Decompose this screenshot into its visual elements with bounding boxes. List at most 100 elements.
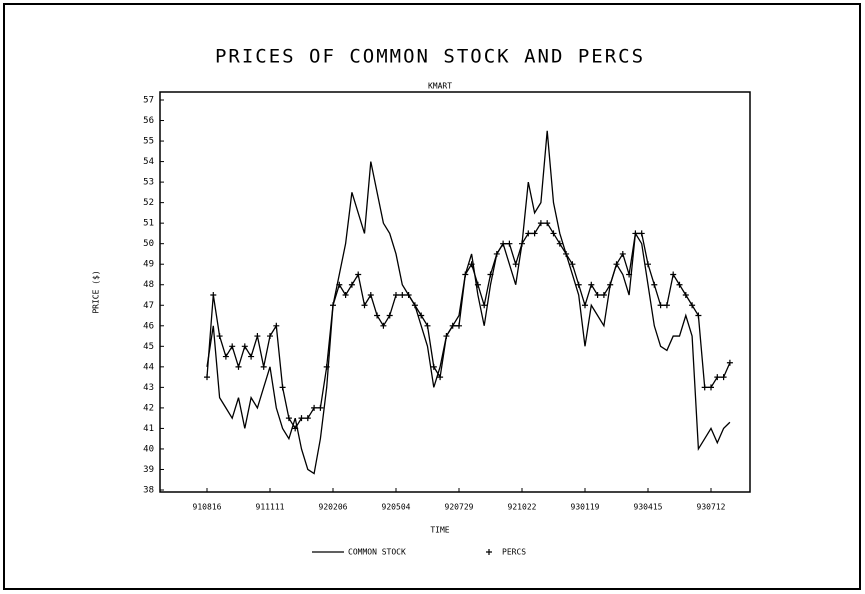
plus-marker	[399, 292, 406, 298]
plus-marker	[449, 322, 456, 329]
plus-marker	[456, 322, 462, 329]
y-axis-label: PRICE ($)	[92, 270, 101, 313]
plus-marker	[411, 302, 418, 309]
plus-marker	[582, 302, 588, 309]
y-tick-label: 50	[143, 239, 154, 249]
plus-marker	[537, 220, 544, 227]
plus-marker	[418, 312, 425, 319]
y-tick-label: 54	[143, 157, 154, 167]
plus-marker	[588, 281, 595, 288]
plus-marker	[317, 404, 324, 411]
plus-marker	[575, 281, 582, 288]
plus-marker	[544, 220, 551, 227]
y-tick-label: 41	[143, 424, 154, 434]
plus-marker	[292, 425, 299, 432]
legend-marker	[486, 549, 492, 555]
x-tick-label: 930712	[697, 503, 726, 512]
plus-marker	[437, 374, 444, 381]
plus-marker	[229, 343, 236, 350]
plus-marker	[563, 250, 570, 257]
plus-marker	[720, 374, 727, 381]
plus-marker	[638, 230, 645, 237]
plus-marker	[651, 281, 658, 288]
plus-marker	[285, 415, 292, 422]
plus-marker	[726, 359, 733, 366]
series-line	[206, 130, 731, 475]
plus-marker	[361, 302, 368, 309]
y-tick-label: 55	[143, 137, 154, 147]
plus-marker	[500, 240, 507, 247]
series-line	[206, 222, 731, 430]
x-tick-label: 930415	[634, 503, 663, 512]
plus-marker	[248, 353, 255, 360]
plus-marker	[380, 322, 387, 329]
plus-marker	[235, 363, 242, 370]
plus-marker	[689, 302, 696, 309]
x-tick-label: 911111	[256, 503, 285, 512]
y-tick-label: 53	[143, 178, 154, 188]
y-tick-label: 52	[143, 198, 154, 208]
plus-marker	[311, 404, 318, 411]
plus-marker	[682, 292, 689, 298]
plus-marker	[254, 333, 261, 340]
legend-label: COMMON STOCK	[348, 548, 406, 557]
plus-marker	[210, 292, 217, 298]
x-tick-label: 930119	[571, 503, 600, 512]
plus-marker	[708, 384, 714, 391]
plus-marker	[613, 261, 620, 268]
plus-marker	[304, 415, 311, 422]
plus-marker	[298, 415, 305, 422]
plus-marker	[468, 261, 475, 268]
y-tick-label: 49	[143, 260, 154, 270]
chart-subtitle: KMART	[428, 82, 452, 91]
chart-title: PRICES OF COMMON STOCK AND PERCS	[215, 46, 645, 68]
plus-marker	[462, 271, 469, 278]
legend-label: PERCS	[502, 548, 526, 557]
plus-marker	[386, 312, 393, 319]
plus-marker	[348, 281, 355, 288]
plus-marker	[695, 312, 702, 319]
plus-marker	[430, 363, 437, 370]
plus-marker	[273, 322, 280, 329]
plus-marker	[626, 271, 633, 278]
plus-marker	[512, 261, 519, 268]
plus-marker	[260, 363, 267, 370]
y-tick-label: 46	[143, 321, 154, 331]
plus-marker	[607, 281, 614, 288]
plus-marker	[241, 343, 248, 350]
plus-marker	[600, 292, 607, 298]
plus-marker	[374, 312, 381, 319]
plus-marker	[393, 292, 399, 298]
plus-marker	[670, 271, 677, 278]
plus-marker	[367, 292, 374, 298]
plus-marker	[342, 292, 349, 298]
plus-marker	[474, 281, 481, 288]
plus-marker	[216, 333, 223, 340]
x-axis-label: TIME	[430, 526, 449, 535]
outer-frame	[3, 3, 861, 590]
plus-marker	[550, 230, 557, 237]
plus-marker	[714, 374, 721, 381]
y-tick-label: 48	[143, 280, 154, 290]
plus-marker	[405, 292, 412, 298]
y-tick-label: 42	[143, 403, 154, 413]
plus-marker	[443, 333, 450, 340]
x-tick-label: 920206	[319, 503, 348, 512]
plus-marker	[487, 271, 494, 278]
y-tick-label: 47	[143, 301, 154, 311]
plus-marker	[222, 353, 229, 360]
plus-marker	[481, 302, 488, 309]
plus-marker	[676, 281, 683, 288]
plus-marker	[279, 384, 286, 391]
y-tick-label: 43	[143, 383, 154, 393]
plus-marker	[330, 302, 336, 309]
plus-marker	[323, 363, 330, 370]
plus-marker	[525, 230, 532, 237]
plus-marker	[204, 374, 210, 381]
plus-marker	[569, 261, 576, 268]
y-tick-label: 39	[143, 465, 154, 475]
plus-marker	[594, 292, 601, 298]
y-tick-label: 57	[143, 96, 154, 106]
x-tick-label: 921022	[508, 503, 537, 512]
